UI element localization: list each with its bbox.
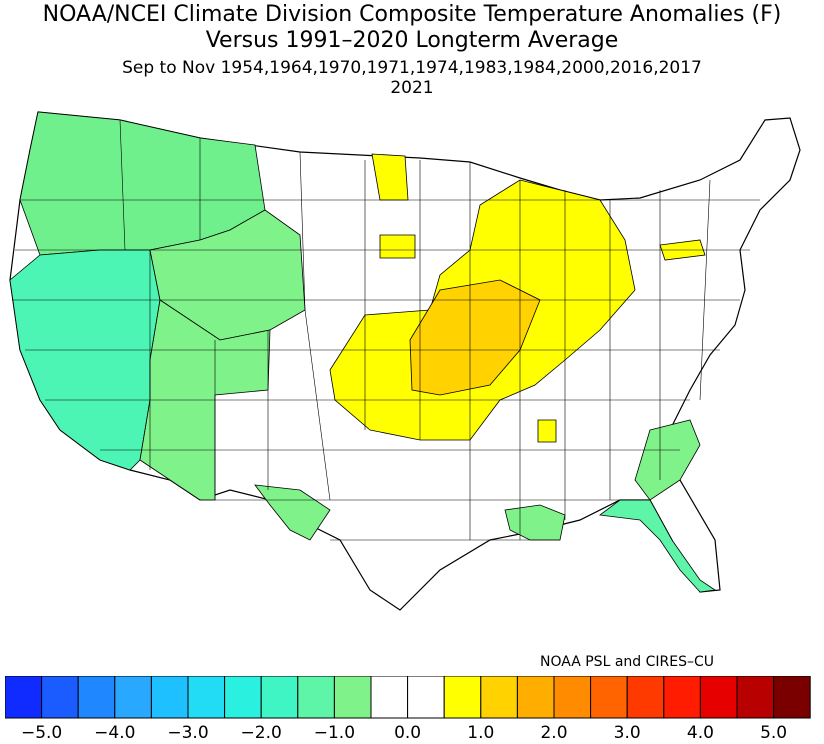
region-southeast-coast	[634, 419, 701, 501]
legend-box	[663, 676, 701, 719]
legend-box	[187, 676, 226, 719]
region-northern-rockies	[149, 209, 306, 341]
map-title: NOAA/NCEI Climate Division Composite Tem…	[42, 2, 782, 27]
legend-box	[626, 676, 665, 719]
legend-tick-label: −4.0	[94, 723, 135, 742]
region-west-texas	[254, 484, 331, 541]
legend-box	[297, 676, 335, 719]
legend-box	[370, 676, 409, 719]
legend-box	[77, 676, 116, 719]
credit-label: NOAA PSL and CIRES–CU	[540, 654, 714, 670]
legend-tick-label: 4.0	[687, 723, 714, 742]
legend-box	[699, 676, 738, 719]
legend-boxes	[5, 676, 811, 719]
legend-tick-label: 1.0	[467, 723, 494, 742]
composite-years: Sep to Nov 1954,1964,1970,1971,1974,1983…	[122, 58, 702, 78]
legend-tick-label: 0.0	[394, 723, 421, 742]
legend-box	[41, 676, 79, 719]
legend-box	[260, 676, 299, 719]
legend-tick-label: 3.0	[614, 723, 641, 742]
legend-tick-label: −3.0	[167, 723, 208, 742]
us-anomaly-map	[9, 111, 801, 611]
legend-box	[224, 676, 262, 719]
region-california-basin	[9, 249, 161, 471]
legend-box	[590, 676, 628, 719]
legend-box	[516, 676, 555, 719]
legend-box	[736, 676, 775, 719]
color-legend: −5.0 −4.0 −3.0 −2.0 −1.0 0.0 1.0 2.0 3.0 4.0 5.0	[5, 676, 811, 742]
region-great-lakes	[537, 239, 706, 443]
region-florida	[598, 499, 717, 593]
legend-tick-label: 5.0	[760, 723, 787, 742]
legend-tick-label: −1.0	[314, 723, 355, 742]
division-borders	[12, 119, 760, 541]
map-subtitle: Versus 1991–2020 Longterm Average	[205, 28, 619, 53]
legend-box	[150, 676, 189, 719]
legend-box	[773, 676, 811, 719]
legend-tick-labels: −5.0 −4.0 −3.0 −2.0 −1.0 0.0 1.0 2.0 3.0 4.0 5.0	[21, 723, 787, 742]
legend-box	[5, 676, 43, 719]
legend-box	[114, 676, 152, 719]
legend-tick-label: −5.0	[21, 723, 62, 742]
legend-box	[333, 676, 372, 719]
legend-box	[553, 676, 592, 719]
legend-tick-label: 2.0	[540, 723, 567, 742]
composite-years-cont: 2021	[390, 78, 434, 98]
legend-box	[443, 676, 482, 719]
legend-box	[407, 676, 445, 719]
legend-tick-label: −2.0	[241, 723, 282, 742]
legend-box	[480, 676, 518, 719]
